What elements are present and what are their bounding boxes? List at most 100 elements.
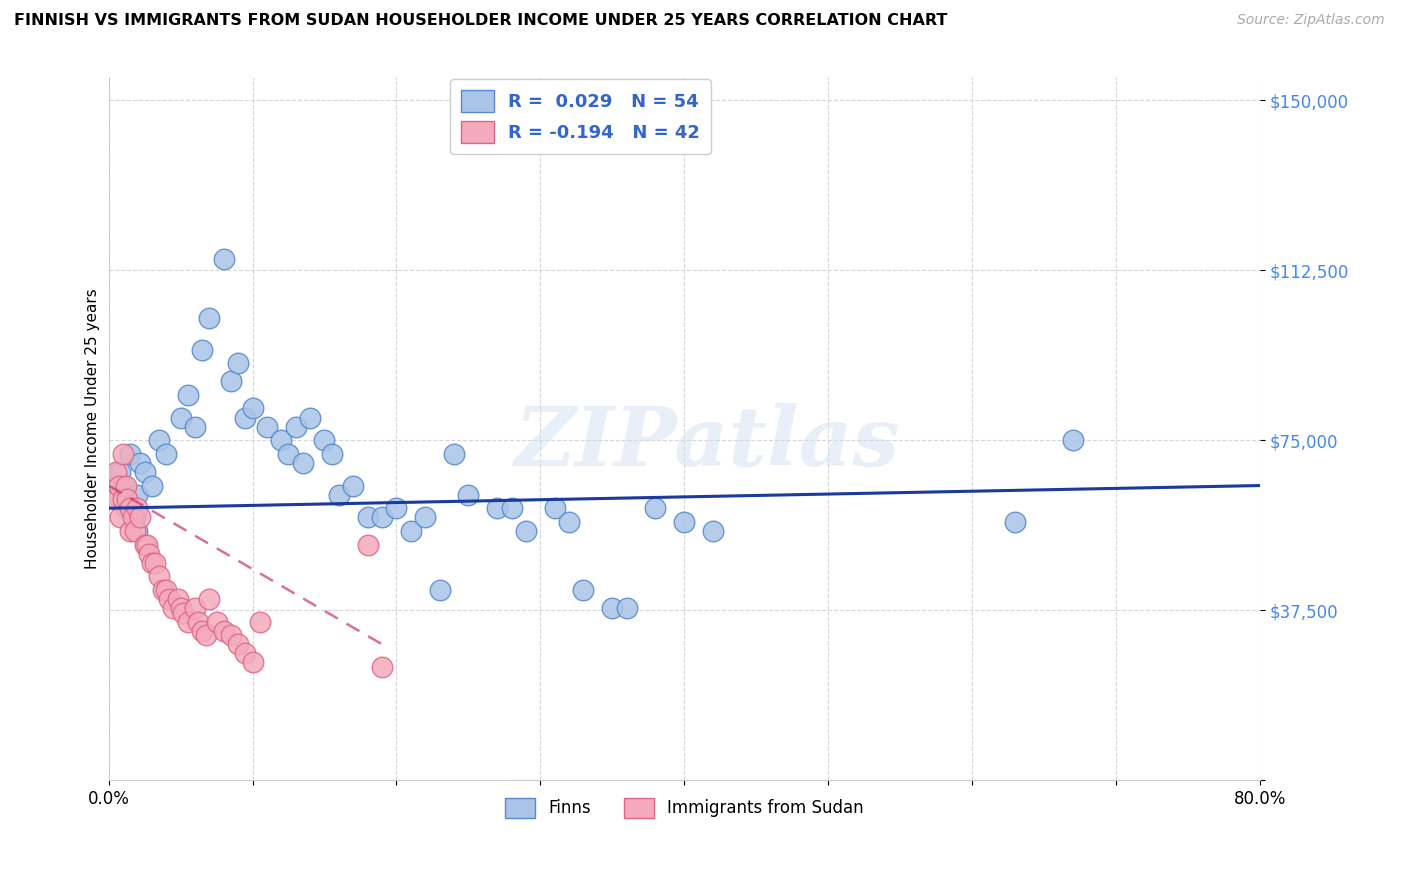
Point bbox=[233, 410, 256, 425]
Point bbox=[212, 252, 235, 266]
Point bbox=[162, 601, 184, 615]
Point bbox=[219, 374, 242, 388]
Point bbox=[413, 510, 436, 524]
Point bbox=[169, 410, 191, 425]
Point bbox=[152, 582, 174, 597]
Point bbox=[501, 501, 523, 516]
Point bbox=[169, 601, 191, 615]
Point bbox=[108, 510, 131, 524]
Point bbox=[284, 419, 307, 434]
Point bbox=[155, 582, 177, 597]
Point bbox=[157, 591, 180, 606]
Point bbox=[141, 556, 163, 570]
Point bbox=[195, 628, 218, 642]
Point bbox=[385, 501, 408, 516]
Point bbox=[277, 447, 299, 461]
Point bbox=[256, 419, 278, 434]
Point bbox=[120, 501, 142, 516]
Point bbox=[342, 478, 364, 492]
Point bbox=[558, 515, 581, 529]
Point bbox=[172, 606, 194, 620]
Point bbox=[702, 524, 724, 538]
Point bbox=[148, 569, 170, 583]
Point bbox=[187, 615, 209, 629]
Point bbox=[104, 488, 127, 502]
Point bbox=[270, 434, 292, 448]
Point bbox=[127, 488, 149, 502]
Point bbox=[136, 537, 159, 551]
Point bbox=[107, 478, 129, 492]
Point bbox=[356, 537, 378, 551]
Point bbox=[104, 492, 127, 507]
Point bbox=[443, 447, 465, 461]
Point bbox=[124, 510, 146, 524]
Point bbox=[356, 510, 378, 524]
Point bbox=[371, 510, 394, 524]
Point bbox=[191, 343, 214, 357]
Point bbox=[321, 447, 343, 461]
Point bbox=[141, 478, 163, 492]
Point bbox=[127, 501, 149, 516]
Point bbox=[544, 501, 567, 516]
Point bbox=[143, 556, 166, 570]
Point bbox=[155, 447, 177, 461]
Point bbox=[249, 615, 271, 629]
Point bbox=[205, 615, 228, 629]
Point bbox=[486, 501, 509, 516]
Point bbox=[457, 488, 479, 502]
Text: Source: ZipAtlas.com: Source: ZipAtlas.com bbox=[1237, 13, 1385, 28]
Point bbox=[191, 624, 214, 638]
Point bbox=[328, 488, 350, 502]
Point bbox=[600, 601, 623, 615]
Y-axis label: Householder Income Under 25 years: Householder Income Under 25 years bbox=[86, 288, 100, 569]
Point bbox=[177, 615, 200, 629]
Point bbox=[184, 419, 207, 434]
Point bbox=[104, 465, 127, 479]
Point bbox=[134, 537, 156, 551]
Point bbox=[515, 524, 537, 538]
Point bbox=[226, 356, 249, 370]
Point bbox=[124, 524, 146, 538]
Point bbox=[616, 601, 638, 615]
Point bbox=[299, 410, 322, 425]
Text: FINNISH VS IMMIGRANTS FROM SUDAN HOUSEHOLDER INCOME UNDER 25 YEARS CORRELATION C: FINNISH VS IMMIGRANTS FROM SUDAN HOUSEHO… bbox=[14, 13, 948, 29]
Point bbox=[219, 628, 242, 642]
Point bbox=[148, 434, 170, 448]
Point bbox=[212, 624, 235, 638]
Point bbox=[115, 501, 138, 516]
Point bbox=[111, 492, 134, 507]
Point bbox=[108, 465, 131, 479]
Point bbox=[120, 447, 142, 461]
Point bbox=[198, 310, 221, 325]
Point bbox=[291, 456, 314, 470]
Point bbox=[572, 582, 595, 597]
Point bbox=[226, 637, 249, 651]
Point bbox=[399, 524, 422, 538]
Point bbox=[111, 447, 134, 461]
Point bbox=[122, 510, 145, 524]
Point bbox=[129, 456, 152, 470]
Point bbox=[117, 492, 139, 507]
Point bbox=[1004, 515, 1026, 529]
Point bbox=[129, 510, 152, 524]
Point bbox=[242, 401, 264, 416]
Point bbox=[242, 656, 264, 670]
Point bbox=[429, 582, 451, 597]
Point bbox=[134, 465, 156, 479]
Point bbox=[233, 646, 256, 660]
Point bbox=[673, 515, 696, 529]
Text: ZIPatlas: ZIPatlas bbox=[515, 403, 900, 483]
Point bbox=[138, 547, 160, 561]
Point bbox=[184, 601, 207, 615]
Legend: Finns, Immigrants from Sudan: Finns, Immigrants from Sudan bbox=[498, 791, 870, 825]
Point bbox=[111, 478, 134, 492]
Point bbox=[644, 501, 666, 516]
Point bbox=[120, 524, 142, 538]
Point bbox=[314, 434, 336, 448]
Point bbox=[198, 591, 221, 606]
Point bbox=[127, 524, 149, 538]
Point bbox=[177, 388, 200, 402]
Point bbox=[371, 660, 394, 674]
Point bbox=[166, 591, 188, 606]
Point bbox=[1062, 434, 1084, 448]
